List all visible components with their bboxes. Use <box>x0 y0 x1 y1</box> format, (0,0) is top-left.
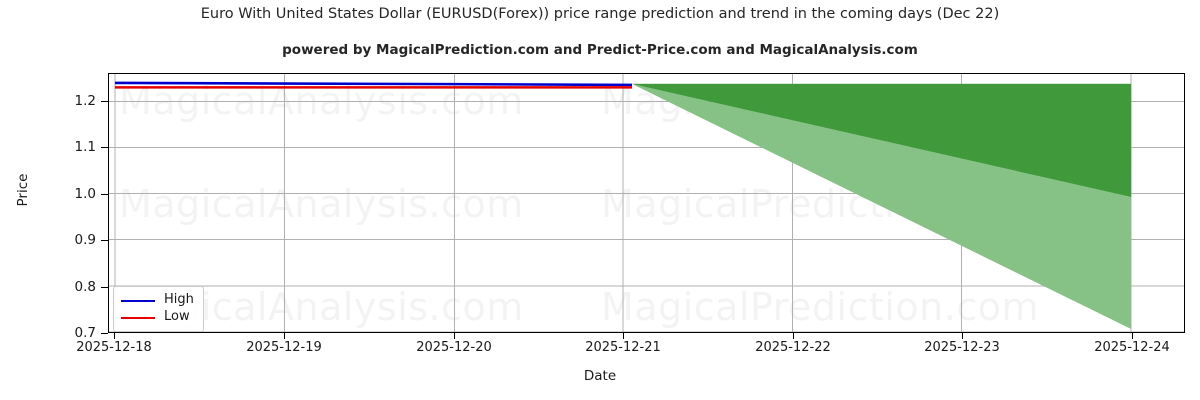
x-tick-mark <box>793 333 794 339</box>
plot-area: MagicalAnalysis.com MagicalPrediction.co… <box>108 73 1185 333</box>
y-tick-mark <box>101 100 108 102</box>
y-tick-label: 0.7 <box>74 325 96 341</box>
legend-label-high: High <box>164 292 194 308</box>
y-tick-mark <box>101 240 108 241</box>
y-tick-label: 0.9 <box>74 232 96 248</box>
legend-item-high[interactable]: High <box>121 292 194 309</box>
y-tick-mark <box>101 193 108 195</box>
x-tick-mark <box>454 333 455 339</box>
x-tick-label: 2025-12-20 <box>416 340 492 355</box>
y-tick-mark <box>101 147 108 148</box>
y-tick-label: 1.1 <box>74 139 96 155</box>
y-tick-label: 1.2 <box>74 92 96 109</box>
y-axis-ticks: 0.7 0.8 0.9 1.0 1.1 1.2 <box>28 0 96 400</box>
series-line-high <box>114 81 633 87</box>
x-tick-label: 2025-12-19 <box>246 340 322 355</box>
x-tick-mark <box>284 333 285 339</box>
y-tick-mark <box>101 286 108 288</box>
x-tick-label: 2025-12-22 <box>755 340 831 355</box>
x-tick-label: 2025-12-18 <box>76 340 152 355</box>
chart-legend[interactable]: High Low <box>113 286 204 332</box>
legend-swatch-low <box>121 316 155 319</box>
legend-swatch-high <box>121 299 155 302</box>
gridlines <box>109 74 1184 332</box>
y-tick-label: 1.0 <box>74 185 96 202</box>
x-tick-label: 2025-12-24 <box>1094 340 1170 355</box>
chart-title: Euro With United States Dollar (EURUSD(F… <box>200 6 1000 22</box>
x-tick-label: 2025-12-21 <box>585 340 661 355</box>
x-tick-mark <box>623 333 624 339</box>
x-tick-mark <box>114 333 115 339</box>
chart-subtitle: powered by MagicalPrediction.com and Pre… <box>282 42 918 58</box>
data-layer <box>114 81 1132 330</box>
x-tick-mark <box>1132 333 1133 339</box>
y-tick-label: 0.8 <box>74 278 96 295</box>
y-tick-mark <box>101 333 108 334</box>
legend-label-low: Low <box>164 309 190 325</box>
legend-item-low[interactable]: Low <box>121 309 194 326</box>
x-axis-label: Date <box>583 368 617 384</box>
x-tick-label: 2025-12-23 <box>924 340 1000 355</box>
x-tick-mark <box>962 333 963 339</box>
